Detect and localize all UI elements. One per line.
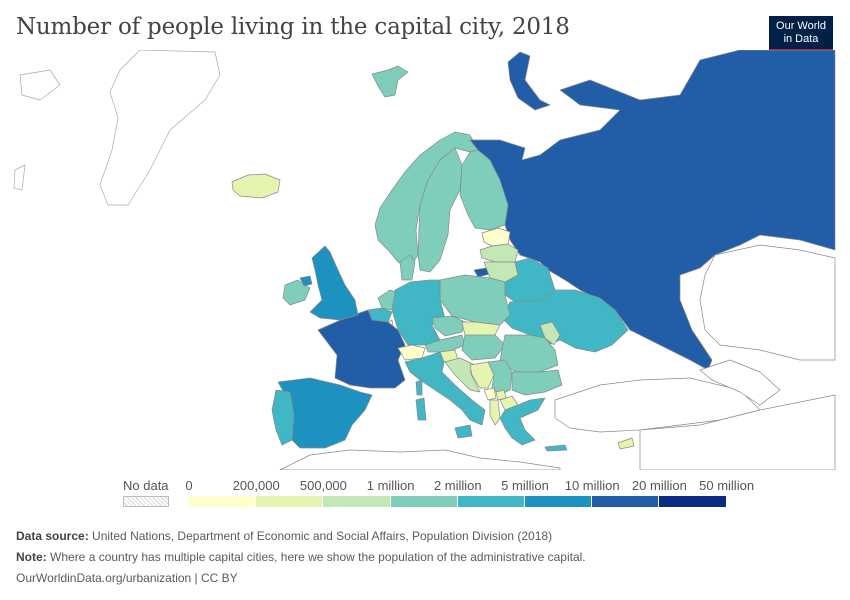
note-label: Note: xyxy=(16,550,47,564)
legend-tick-label: 0 xyxy=(185,478,193,493)
map-region-bulgaria[interactable] xyxy=(511,369,563,396)
legend-tick-label: 10 million xyxy=(564,478,620,493)
note-text: Where a country has multiple capital cit… xyxy=(50,550,586,564)
map-region-caucasus[interactable] xyxy=(699,359,781,406)
legend-swatch[interactable] xyxy=(592,496,660,507)
map-region-north-africa[interactable] xyxy=(279,449,561,470)
map-region-northern-ireland[interactable] xyxy=(299,275,313,287)
map-region-czechia[interactable] xyxy=(431,315,466,337)
logo-line-1: Our World xyxy=(776,20,826,32)
map-region-greece[interactable] xyxy=(499,397,546,446)
legend-tick-label: 500,000 xyxy=(299,478,347,493)
map-region-svalbard[interactable] xyxy=(371,65,409,98)
legend-swatch[interactable] xyxy=(256,496,324,507)
legend-swatch[interactable] xyxy=(390,496,458,507)
map-region-novaya-zemlya[interactable] xyxy=(507,51,551,111)
map-region-corsica[interactable] xyxy=(415,379,423,396)
legend-swatch[interactable] xyxy=(457,496,525,507)
source-label: Data source: xyxy=(16,529,89,543)
legend-no-data-label: No data xyxy=(123,478,169,493)
legend-tick-label: 200,000 xyxy=(232,478,280,493)
legend-tick-label: 1 million xyxy=(366,478,415,493)
legend-tick-label: 2 million xyxy=(433,478,482,493)
legend-tick-label: 50 million xyxy=(699,478,755,493)
europe-map[interactable] xyxy=(0,50,850,470)
map-region-moldova[interactable] xyxy=(539,321,561,346)
map-region-estonia[interactable] xyxy=(481,227,511,247)
legend-swatch[interactable] xyxy=(525,496,593,507)
map-region-kazakhstan[interactable] xyxy=(699,244,836,361)
map-region-france[interactable] xyxy=(317,309,406,389)
footer-url[interactable]: OurWorldinData.org/urbanization | CC BY xyxy=(16,571,238,585)
map-region-montenegro[interactable] xyxy=(483,387,497,401)
legend-tick-label: 20 million xyxy=(631,478,687,493)
legend-swatch[interactable] xyxy=(659,496,727,507)
legend-swatch[interactable] xyxy=(323,496,391,507)
map-region-sardinia[interactable] xyxy=(415,397,427,421)
map-region-albania[interactable] xyxy=(489,399,501,426)
map-region-arctic-islands[interactable] xyxy=(13,69,61,191)
map-region-serbia[interactable] xyxy=(487,359,513,396)
legend: No data 0 200,000 500,000 1 million 2 millio… xyxy=(0,472,850,512)
map-region-iceland[interactable] xyxy=(231,173,281,199)
map-region-denmark[interactable] xyxy=(399,254,416,281)
legend-tick-label: 5 million xyxy=(501,478,549,493)
map-region-sicily[interactable] xyxy=(454,424,473,439)
chart-title: Number of people living in the capital c… xyxy=(16,14,570,40)
map-region-netherlands[interactable] xyxy=(377,289,396,311)
footer-note: Note: Where a country has multiple capit… xyxy=(16,550,586,564)
map-region-uk[interactable] xyxy=(309,245,359,321)
footer-source: Data source: United Nations, Department … xyxy=(16,529,552,543)
map-region-poland[interactable] xyxy=(439,274,511,326)
logo-line-2: in Data xyxy=(783,33,819,45)
map-region-belarus[interactable] xyxy=(504,257,556,303)
map-region-ireland[interactable] xyxy=(282,279,311,306)
map-region-russia[interactable] xyxy=(469,50,836,371)
legend-no-data-swatch xyxy=(123,496,169,507)
map-region-italy[interactable] xyxy=(404,351,486,426)
source-text: United Nations, Department of Economic a… xyxy=(92,529,553,543)
map-region-portugal[interactable] xyxy=(271,389,295,446)
map-region-latvia[interactable] xyxy=(479,243,519,263)
map-region-switzerland[interactable] xyxy=(397,344,426,361)
legend-swatch[interactable] xyxy=(189,496,257,507)
map-region-cyprus[interactable] xyxy=(617,437,635,450)
map-region-crete[interactable] xyxy=(544,444,568,452)
owid-logo[interactable]: Our World in Data xyxy=(769,16,833,52)
map-region-middle-east[interactable] xyxy=(639,394,836,470)
map-region-greenland[interactable] xyxy=(99,50,221,206)
map-region-hungary[interactable] xyxy=(461,334,506,361)
